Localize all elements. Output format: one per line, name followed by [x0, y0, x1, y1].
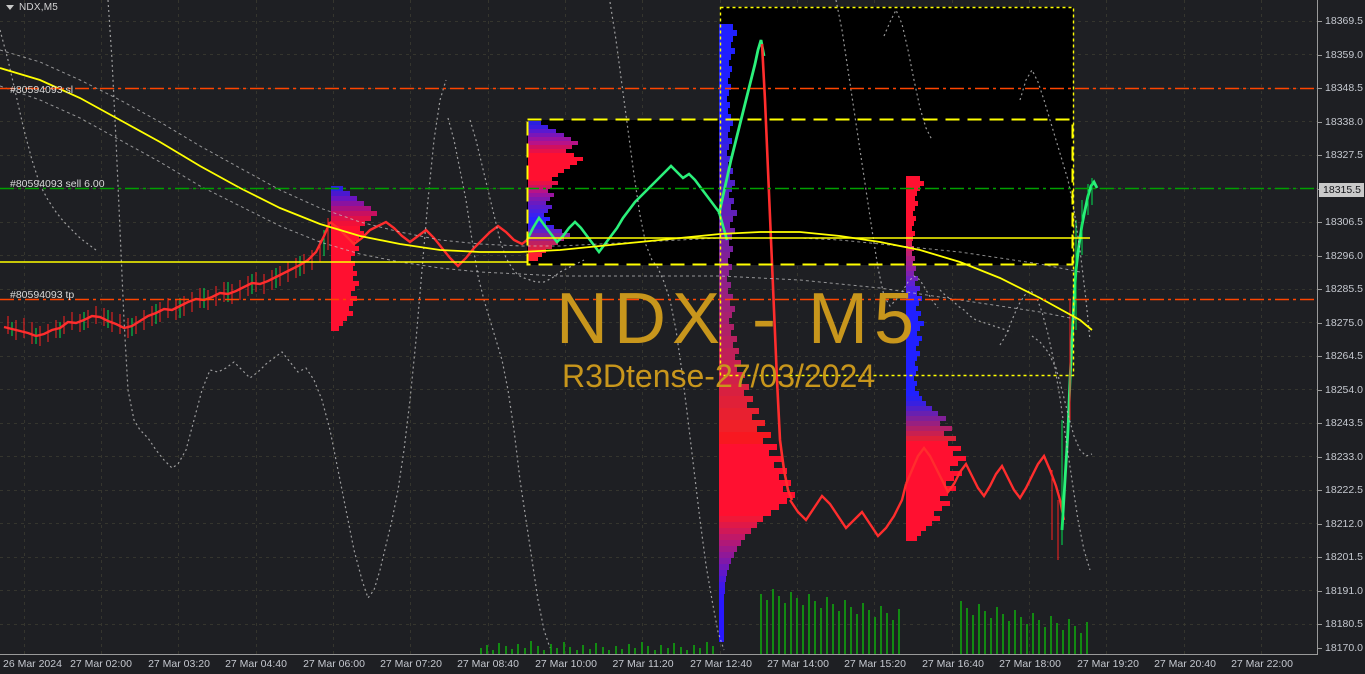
price-label: 18264.5	[1325, 350, 1363, 362]
price-label: 18327.5	[1325, 149, 1363, 161]
time-label: 27 Mar 03:20	[148, 658, 210, 670]
chevron-down-icon[interactable]	[6, 4, 14, 10]
price-label: 18306.5	[1325, 216, 1363, 228]
time-label: 27 Mar 20:40	[1154, 658, 1216, 670]
order-label-tp: #80594093 tp	[10, 289, 75, 301]
time-label: 27 Mar 15:20	[844, 658, 906, 670]
volume-profile-c	[719, 24, 795, 642]
time-label: 27 Mar 16:40	[922, 658, 984, 670]
order-label-sl: #80594093 sl	[10, 84, 74, 96]
time-axis[interactable]: 26 Mar 2024 27 Mar 02:00 27 Mar 03:20 27…	[0, 654, 1318, 674]
time-label: 27 Mar 11:20	[612, 658, 674, 670]
time-label: 27 Mar 19:20	[1077, 658, 1139, 670]
current-price-badge: 18315.5	[1319, 183, 1364, 197]
time-label: 26 Mar 2024	[3, 658, 62, 670]
time-label: 27 Mar 18:00	[999, 658, 1061, 670]
outer-box-fill	[720, 7, 1073, 265]
grid-horizontal	[0, 21, 1318, 625]
price-label: 18201.5	[1325, 551, 1363, 563]
candlesticks-left	[7, 218, 329, 346]
symbol-tab[interactable]: NDX,M5	[0, 0, 64, 14]
price-label: 18243.5	[1325, 417, 1363, 429]
oscillator-dotted-lines	[0, 0, 1093, 651]
moving-average-line	[0, 67, 1093, 331]
time-label: 27 Mar 04:40	[225, 658, 287, 670]
value-area-box[interactable]	[526, 118, 1074, 266]
price-label: 18275.0	[1325, 317, 1363, 329]
price-label: 18348.5	[1325, 82, 1363, 94]
price-label: 18285.5	[1325, 283, 1363, 295]
price-label: 18233.0	[1325, 451, 1363, 463]
price-label: 18369.5	[1325, 15, 1363, 27]
time-label: 27 Mar 22:00	[1231, 658, 1293, 670]
price-label: 18359.0	[1325, 49, 1363, 61]
volume-profile-a	[331, 186, 377, 331]
price-line-crash	[760, 43, 794, 501]
price-label: 18222.5	[1325, 484, 1363, 496]
price-line-right-choppy	[904, 446, 1066, 521]
price-label: 18180.5	[1325, 618, 1363, 630]
price-line-bullish-b	[717, 39, 766, 215]
time-label: 27 Mar 08:40	[457, 658, 519, 670]
price-line-bearish	[3, 221, 332, 338]
price-label: 18170.0	[1325, 642, 1363, 654]
time-label: 27 Mar 07:20	[380, 658, 442, 670]
time-label: 27 Mar 14:00	[767, 658, 829, 670]
time-label: 27 Mar 06:00	[303, 658, 365, 670]
price-label: 18338.0	[1325, 116, 1363, 128]
price-line-final-rally	[1060, 179, 1099, 531]
chart-plot-area[interactable]: NDX - M5 R3Dtense-27/03/2024 #80594093 s…	[0, 0, 1318, 655]
time-label: 27 Mar 02:00	[70, 658, 132, 670]
price-label: 18296.0	[1325, 250, 1363, 262]
price-label: 18191.0	[1325, 585, 1363, 597]
order-label-entry: #80594093 sell 6.00	[10, 178, 105, 190]
time-label: 27 Mar 10:00	[535, 658, 597, 670]
volume-bars	[480, 589, 1088, 655]
chart-canvas	[0, 0, 1318, 655]
price-label: 18212.0	[1325, 518, 1363, 530]
volume-profile-b	[528, 121, 583, 261]
symbol-label: NDX,M5	[19, 1, 58, 13]
price-line-lower-choppy	[789, 483, 908, 538]
time-label: 27 Mar 12:40	[690, 658, 752, 670]
price-label: 18254.0	[1325, 384, 1363, 396]
price-axis[interactable]: 18369.5 18359.0 18348.5 18338.0 18327.5 …	[1317, 0, 1365, 655]
